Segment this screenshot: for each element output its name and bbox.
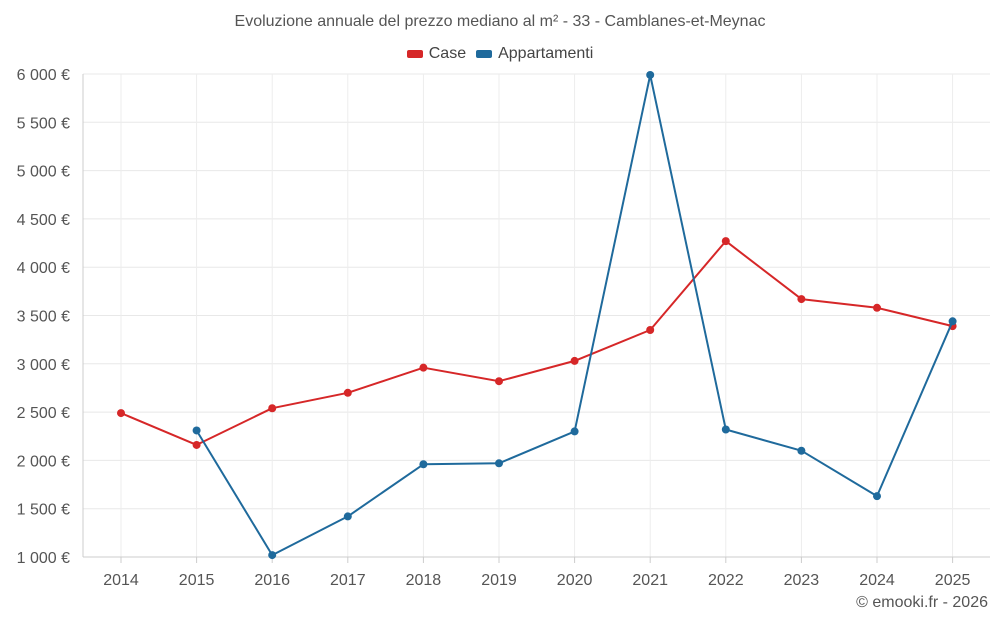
data-point-case	[419, 363, 428, 372]
chart-title: Evoluzione annuale del prezzo mediano al…	[234, 13, 766, 30]
data-point-case	[343, 388, 352, 397]
data-point-case	[646, 325, 655, 334]
y-tick-label: 3 000 €	[17, 357, 70, 374]
y-tick-label: 2 500 €	[17, 405, 70, 422]
legend-item-appartamenti[interactable]: Appartamenti	[476, 45, 593, 63]
x-tick-label: 2025	[935, 572, 971, 589]
data-point-appartamenti	[948, 317, 957, 326]
x-tick-label: 2021	[632, 572, 668, 589]
data-point-case	[268, 404, 277, 413]
x-tick-label: 2014	[103, 572, 139, 589]
legend-item-case[interactable]: Case	[406, 45, 467, 63]
x-tick-label: 2022	[708, 572, 744, 589]
x-tick-label: 2015	[179, 572, 215, 589]
legend-label-case: Case	[428, 45, 467, 62]
x-tick-label: 2019	[481, 572, 517, 589]
data-point-case	[192, 440, 201, 449]
x-tick-label: 2024	[859, 572, 895, 589]
data-point-case	[570, 356, 579, 365]
y-tick-label: 2 000 €	[17, 453, 70, 470]
data-point-appartamenti	[343, 512, 352, 521]
x-tick-label: 2018	[406, 572, 442, 589]
data-point-case	[873, 303, 881, 312]
x-tick-label: 2016	[254, 572, 290, 589]
data-point-appartamenti	[419, 460, 428, 469]
y-tick-label: 3 500 €	[17, 309, 70, 326]
y-tick-label: 1 000 €	[17, 550, 70, 567]
data-point-appartamenti	[570, 427, 579, 436]
x-tick-label: 2023	[784, 572, 820, 589]
data-point-case	[117, 409, 125, 418]
y-tick-label: 4 500 €	[17, 212, 70, 229]
series-line-case	[120, 240, 953, 446]
data-point-appartamenti	[873, 492, 881, 501]
data-point-appartamenti	[721, 425, 730, 434]
y-tick-label: 6 000 €	[17, 67, 70, 84]
y-tick-label: 1 500 €	[17, 502, 70, 519]
data-point-appartamenti	[797, 446, 806, 455]
data-point-case	[797, 295, 806, 304]
legend-swatch-case	[406, 50, 423, 58]
data-point-appartamenti	[192, 426, 201, 435]
data-point-appartamenti	[646, 70, 655, 79]
legend-swatch-appartamenti	[476, 50, 493, 58]
y-tick-label: 5 500 €	[17, 115, 70, 132]
credit-text: © emooki.fr - 2026	[856, 594, 988, 611]
data-point-appartamenti	[268, 551, 277, 560]
y-tick-label: 5 000 €	[17, 164, 70, 181]
x-tick-label: 2017	[330, 572, 366, 589]
y-tick-label: 4 000 €	[17, 260, 70, 277]
legend: Case Appartamenti	[0, 45, 1000, 63]
data-point-case	[721, 237, 730, 246]
data-point-appartamenti	[495, 459, 503, 468]
x-tick-label: 2020	[557, 572, 593, 589]
data-point-case	[495, 377, 503, 386]
legend-label-appartamenti: Appartamenti	[498, 45, 594, 62]
